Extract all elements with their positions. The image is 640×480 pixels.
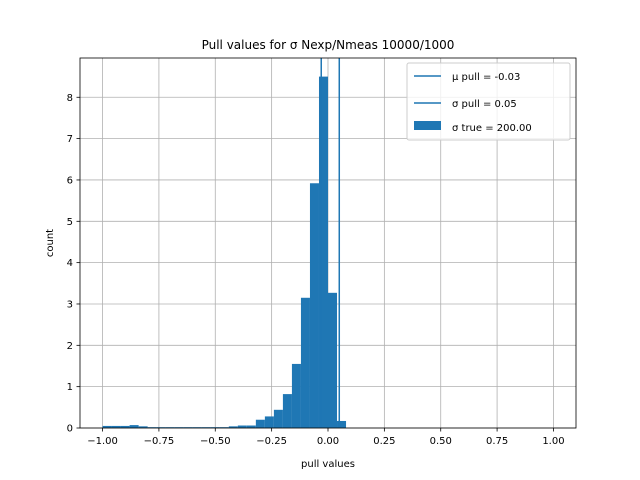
x-tick-label: −0.75 [144,436,175,447]
pull-lines [320,58,341,428]
y-tick-label: 6 [67,175,73,186]
histogram-bar [111,425,121,428]
histogram-bar [201,427,211,428]
y-tick-label: 1 [67,382,73,393]
histogram-bar [192,427,202,428]
histogram-bar [120,425,130,428]
histogram-bar [246,425,256,428]
histogram-bar [138,426,148,428]
chart-title: Pull values for σ Nexp/Nmeas 10000/1000 [202,38,455,52]
x-tick-label: 0.50 [430,436,452,447]
x-tick-label: 0.75 [486,436,508,447]
x-tick-label: 1.00 [542,436,564,447]
histogram-bar [255,419,265,428]
histogram-bar [165,427,175,428]
histogram-bar [282,394,292,428]
x-tick-label: −0.50 [200,436,231,447]
x-tick-label: 0.25 [373,436,395,447]
histogram-bar [309,183,319,428]
legend: μ pull = -0.03 σ pull = 0.05 σ true = 20… [406,62,571,141]
legend-bar-label: σ true = 200.00 [452,123,532,134]
legend-mu-label: μ pull = -0.03 [452,72,520,83]
y-axis-ticks: 0 1 2 3 4 5 6 7 8 [67,93,80,435]
y-tick-label: 3 [67,299,73,310]
histogram-bar [264,416,274,428]
legend-sigma-label: σ pull = 0.05 [452,99,517,110]
y-axis-label: count [45,229,56,257]
histogram-bar [291,363,301,428]
histogram-bar [300,297,310,428]
histogram-bar [237,425,247,428]
x-axis-label: pull values [301,459,355,470]
histogram-bar [328,292,338,428]
histogram-bar [174,427,184,428]
histogram-bar [183,427,193,428]
y-tick-label: 7 [67,134,73,145]
histogram-bar [129,425,139,428]
y-tick-label: 0 [67,424,73,435]
histogram-bar [318,76,328,428]
histogram-bar [210,427,220,428]
histogram-bar [147,427,157,428]
y-tick-label: 2 [67,341,73,352]
y-tick-label: 8 [67,93,73,104]
histogram-bar [273,409,283,428]
x-tick-label: −0.25 [256,436,287,447]
x-tick-label: 0.00 [317,436,339,447]
histogram-bar [219,427,229,428]
histogram-bar [156,427,166,428]
y-tick-label: 4 [67,258,73,269]
legend-bar-swatch [414,121,441,130]
y-tick-label: 5 [67,217,73,228]
histogram-bar [337,420,347,428]
histogram-bars [102,76,347,428]
x-tick-label: −1.00 [87,436,118,447]
x-axis-ticks: −1.00 −0.75 −0.50 −0.25 0.00 0.25 0.50 0.75 1.00 [87,428,565,447]
legend-frame [406,62,571,141]
histogram-bar [102,425,112,428]
histogram-bar [228,426,238,428]
